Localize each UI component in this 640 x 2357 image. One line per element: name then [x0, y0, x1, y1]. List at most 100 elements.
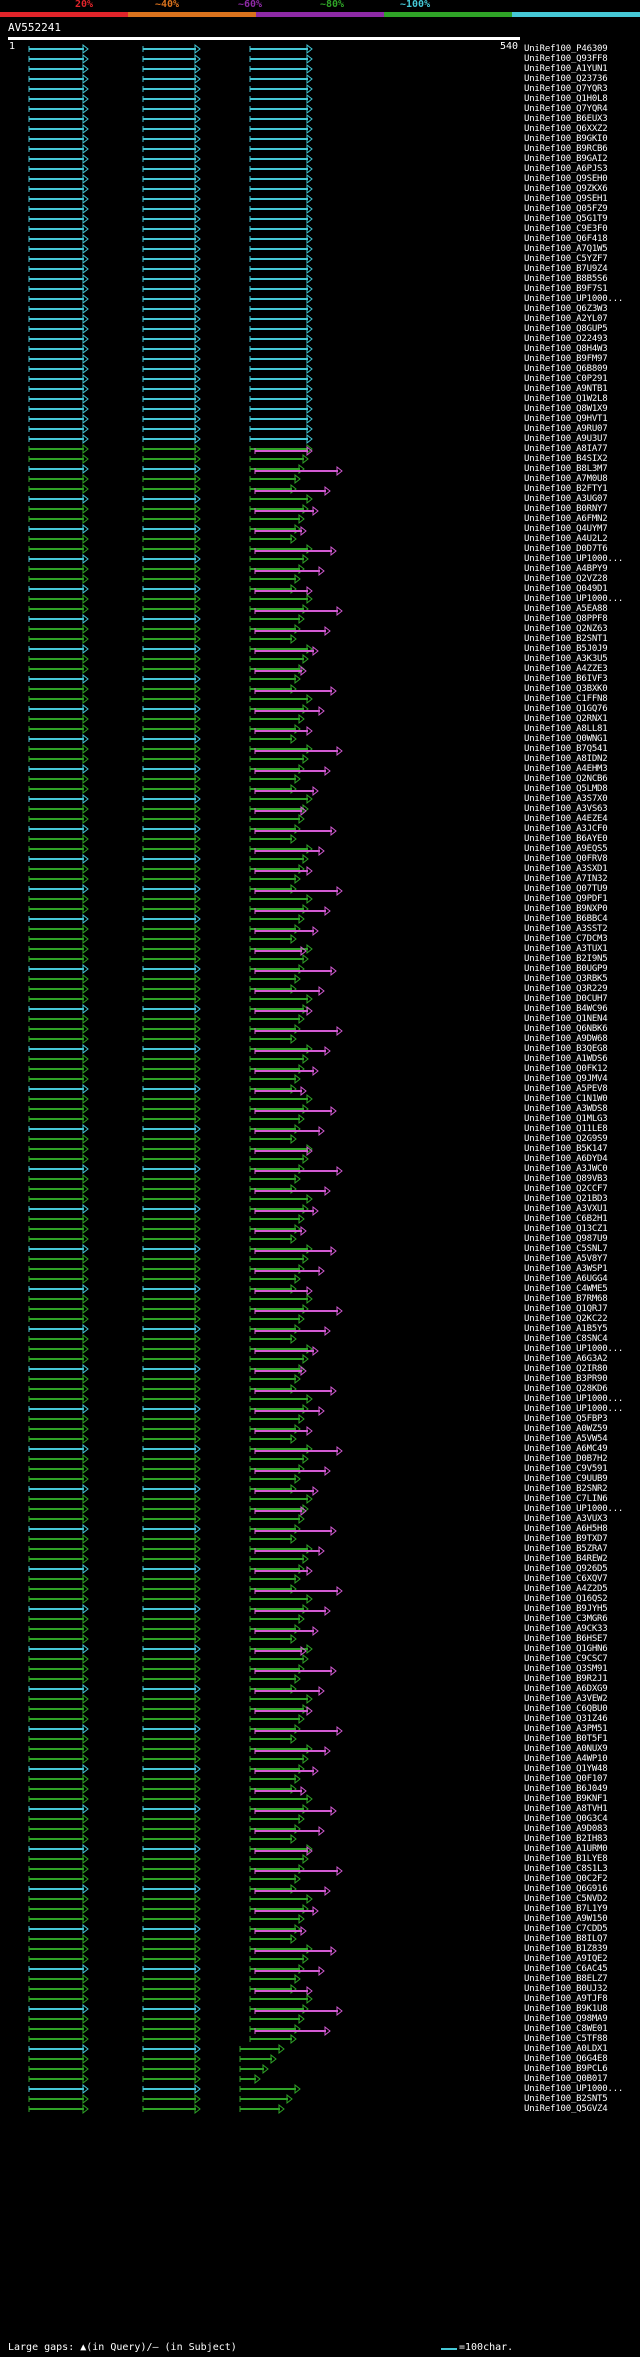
hit-label[interactable]: UniRef100_A9U3U7: [524, 434, 608, 444]
hit-label[interactable]: UniRef100_B9PCL6: [524, 2064, 608, 2074]
hit-label[interactable]: UniRef100_B5K147: [524, 1144, 608, 1154]
hit-label[interactable]: UniRef100_A4EHM3: [524, 764, 608, 774]
hit-label[interactable]: UniRef100_B8ELZ7: [524, 1974, 608, 1984]
hit-label[interactable]: UniRef100_B7U9Z4: [524, 264, 608, 274]
hit-label[interactable]: UniRef100_B6IVF3: [524, 674, 608, 684]
hit-label[interactable]: UniRef100_C8WE01: [524, 2024, 608, 2034]
hit-label[interactable]: UniRef100_Q1GHN6: [524, 1644, 608, 1654]
hit-label[interactable]: UniRef100_B9JYH5: [524, 1604, 608, 1614]
hit-label[interactable]: UniRef100_A3PM51: [524, 1724, 608, 1734]
hit-label[interactable]: UniRef100_Q9PDF1: [524, 894, 608, 904]
hit-label[interactable]: UniRef100_A6MC49: [524, 1444, 608, 1454]
hit-label[interactable]: UniRef100_B0RNY7: [524, 504, 608, 514]
hit-label[interactable]: UniRef100_Q0F107: [524, 1774, 608, 1784]
hit-label[interactable]: UniRef100_B2FTY1: [524, 484, 608, 494]
hit-label[interactable]: UniRef100_A7IN32: [524, 874, 608, 884]
hit-label[interactable]: UniRef100_Q5GVZ4: [524, 2104, 608, 2114]
hit-label[interactable]: UniRef100_A0WZ59: [524, 1424, 608, 1434]
hit-label[interactable]: UniRef100_B2SNT1: [524, 634, 608, 644]
hit-label[interactable]: UniRef100_Q2CCF7: [524, 1184, 608, 1194]
hit-label[interactable]: UniRef100_Q8W1X9: [524, 404, 608, 414]
hit-label[interactable]: UniRef100_A3K3U5: [524, 654, 608, 664]
hit-label[interactable]: UniRef100_A0LDX1: [524, 2044, 608, 2054]
hit-label[interactable]: UniRef100_Q2NZ63: [524, 624, 608, 634]
hit-label[interactable]: UniRef100_B6HSE7: [524, 1634, 608, 1644]
hit-label[interactable]: UniRef100_B2SNR2: [524, 1484, 608, 1494]
hit-label[interactable]: UniRef100_C0P291: [524, 374, 608, 384]
hit-label[interactable]: UniRef100_A9D083: [524, 1824, 608, 1834]
hit-label[interactable]: UniRef100_Q6G916: [524, 1884, 608, 1894]
hit-label[interactable]: UniRef100_Q2NCB6: [524, 774, 608, 784]
hit-label[interactable]: UniRef100_B1LYE8: [524, 1854, 608, 1864]
hit-label[interactable]: UniRef100_B3QEG8: [524, 1044, 608, 1054]
hit-label[interactable]: UniRef100_Q987U9: [524, 1234, 608, 1244]
hit-label[interactable]: UniRef100_B3PR90: [524, 1374, 608, 1384]
hit-label[interactable]: UniRef100_Q23736: [524, 74, 608, 84]
hit-label[interactable]: UniRef100_B4WC96: [524, 1004, 608, 1014]
hit-label[interactable]: UniRef100_B5J0J9: [524, 644, 608, 654]
hit-label[interactable]: UniRef100_Q93FF8: [524, 54, 608, 64]
hit-label[interactable]: UniRef100_Q0C2F2: [524, 1874, 608, 1884]
hit-label[interactable]: UniRef100_Q0WNG1: [524, 734, 608, 744]
hit-label[interactable]: UniRef100_B6J049: [524, 1784, 608, 1794]
hit-label[interactable]: UniRef100_B2IH83: [524, 1834, 608, 1844]
hit-label[interactable]: UniRef100_C4WME5: [524, 1284, 608, 1294]
hit-label[interactable]: UniRef100_Q9JMV4: [524, 1074, 608, 1084]
hit-label[interactable]: UniRef100_C9UUB9: [524, 1474, 608, 1484]
hit-label[interactable]: UniRef100_A4Z2D5: [524, 1584, 608, 1594]
hit-label[interactable]: UniRef100_B9R2J1: [524, 1674, 608, 1684]
hit-label[interactable]: UniRef100_Q5LMD8: [524, 784, 608, 794]
hit-label[interactable]: UniRef100_Q0FK12: [524, 1064, 608, 1074]
hit-label[interactable]: UniRef100_B6AYE0: [524, 834, 608, 844]
hit-label[interactable]: UniRef100_A3WSP1: [524, 1264, 608, 1274]
hit-label[interactable]: UniRef100_C8SNC4: [524, 1334, 608, 1344]
hit-label[interactable]: UniRef100_Q07TU9: [524, 884, 608, 894]
hit-label[interactable]: UniRef100_A8TVH1: [524, 1804, 608, 1814]
hit-label[interactable]: UniRef100_Q1GQ76: [524, 704, 608, 714]
hit-label[interactable]: UniRef100_UP1000...: [524, 2084, 624, 2094]
hit-label[interactable]: UniRef100_A5PEV8: [524, 1084, 608, 1094]
hit-label[interactable]: UniRef100_A7Q1W5: [524, 244, 608, 254]
hit-label[interactable]: UniRef100_Q31Z46: [524, 1714, 608, 1724]
hit-label[interactable]: UniRef100_Q0FRV8: [524, 854, 608, 864]
hit-label[interactable]: UniRef100_Q28KD6: [524, 1384, 608, 1394]
hit-label[interactable]: UniRef100_A5V8Y7: [524, 1254, 608, 1264]
hit-label[interactable]: UniRef100_A8LL81: [524, 724, 608, 734]
hit-label[interactable]: UniRef100_C5NVD2: [524, 1894, 608, 1904]
hit-label[interactable]: UniRef100_B2SNT5: [524, 2094, 608, 2104]
hit-label[interactable]: UniRef100_A9W150: [524, 1914, 608, 1924]
hit-label[interactable]: UniRef100_Q3BXK0: [524, 684, 608, 694]
hit-label[interactable]: UniRef100_A2YL07: [524, 314, 608, 324]
hit-label[interactable]: UniRef100_Q1W2L8: [524, 394, 608, 404]
hit-label[interactable]: UniRef100_B7RM68: [524, 1294, 608, 1304]
hit-label[interactable]: UniRef100_A3WDS8: [524, 1104, 608, 1114]
hit-label[interactable]: UniRef100_Q1H0L8: [524, 94, 608, 104]
hit-label[interactable]: UniRef100_A3SST2: [524, 924, 608, 934]
hit-label[interactable]: UniRef100_Q7YQR4: [524, 104, 608, 114]
hit-label[interactable]: UniRef100_C9E3F0: [524, 224, 608, 234]
hit-label[interactable]: UniRef100_Q6B809: [524, 364, 608, 374]
hit-label[interactable]: UniRef100_A4ZZE3: [524, 664, 608, 674]
hit-label[interactable]: UniRef100_A3SXD1: [524, 864, 608, 874]
hit-label[interactable]: UniRef100_A3UG07: [524, 494, 608, 504]
hit-label[interactable]: UniRef100_D0D7T6: [524, 544, 608, 554]
hit-label[interactable]: UniRef100_D0B7H2: [524, 1454, 608, 1464]
hit-label[interactable]: UniRef100_B8L3M7: [524, 464, 608, 474]
hit-label[interactable]: UniRef100_B7Q541: [524, 744, 608, 754]
hit-label[interactable]: UniRef100_A6G3A2: [524, 1354, 608, 1364]
hit-label[interactable]: UniRef100_Q926D5: [524, 1564, 608, 1574]
hit-label[interactable]: UniRef100_A6H5H8: [524, 1524, 608, 1534]
hit-label[interactable]: UniRef100_A3JWC0: [524, 1164, 608, 1174]
hit-label[interactable]: UniRef100_B8B5S6: [524, 274, 608, 284]
hit-label[interactable]: UniRef100_A6UGG4: [524, 1274, 608, 1284]
hit-label[interactable]: UniRef100_O22493: [524, 334, 608, 344]
hit-label[interactable]: UniRef100_A1WDS6: [524, 1054, 608, 1064]
hit-label[interactable]: UniRef100_A1YUN1: [524, 64, 608, 74]
hit-label[interactable]: UniRef100_Q6G4E8: [524, 2054, 608, 2064]
hit-label[interactable]: UniRef100_B7L1Y9: [524, 1904, 608, 1914]
hit-label[interactable]: UniRef100_A1URM0: [524, 1844, 608, 1854]
hit-label[interactable]: UniRef100_Q9SEH1: [524, 194, 608, 204]
hit-label[interactable]: UniRef100_Q6XXZ2: [524, 124, 608, 134]
hit-label[interactable]: UniRef100_A6FMN2: [524, 514, 608, 524]
hit-label[interactable]: UniRef100_A4U2L2: [524, 534, 608, 544]
